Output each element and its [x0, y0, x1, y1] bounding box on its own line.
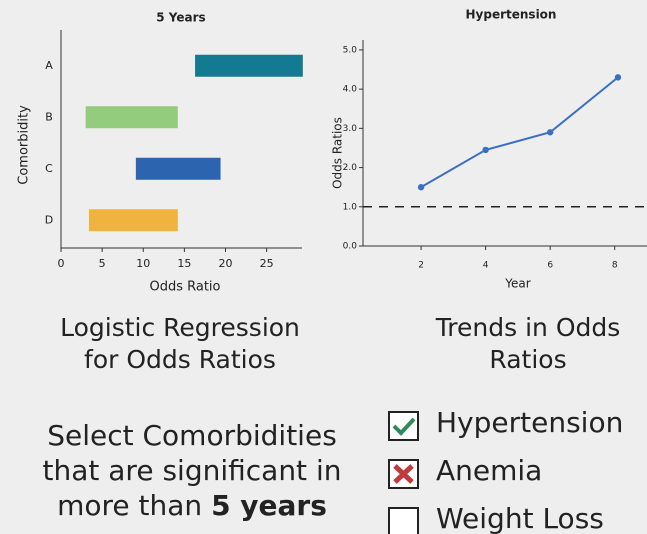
point [482, 146, 489, 154]
y-tick-label: 4.0 [343, 85, 358, 95]
chart-title: 5 Years [156, 11, 205, 25]
option-label[interactable]: Weight Loss [436, 502, 604, 534]
x-tick-label: 8 [612, 261, 618, 271]
prompt-line: that are significant in [43, 454, 342, 487]
caption: Trends in Odds [435, 313, 621, 342]
checkbox[interactable] [388, 507, 419, 534]
caption: Ratios [489, 345, 566, 374]
y-tick-label: 2.0 [343, 163, 358, 173]
x-tick-label: 4 [483, 261, 489, 271]
chart-title: Hypertension [466, 8, 557, 22]
checkbox[interactable] [388, 459, 419, 489]
y-axis-label: Comorbidity [17, 105, 32, 185]
y-tick-label: C [45, 162, 53, 175]
checkbox[interactable] [388, 411, 419, 441]
x-tick-label: 2 [418, 261, 424, 271]
y-tick-label: 5.0 [343, 45, 358, 55]
point [417, 183, 425, 191]
line [420, 76, 619, 189]
y-tick-label: A [45, 59, 53, 72]
x-axis-label: Odds Ratio [149, 280, 220, 295]
y-tick-label: D [45, 213, 53, 226]
x-tick-label: 25 [260, 257, 274, 270]
y-tick-label: 3.0 [343, 124, 358, 134]
bar [135, 157, 221, 180]
x-axis-label: Year [504, 277, 530, 291]
prompt-bold: 5 years [211, 489, 327, 522]
check-mark [392, 417, 416, 436]
y-tick-label: 0.0 [343, 242, 358, 252]
x-tick-label: 10 [136, 257, 150, 270]
prompt-line: more than 5 years [57, 489, 327, 522]
y-tick-label: B [45, 110, 53, 123]
prompt-line: Select Comorbidities [47, 419, 337, 452]
caption: for Odds Ratios [84, 345, 276, 374]
option-label[interactable]: Anemia [436, 454, 542, 487]
x-tick-label: 0 [58, 257, 65, 270]
x-tick-label: 6 [547, 261, 553, 271]
caption: Logistic Regression [60, 313, 300, 342]
bar [195, 54, 303, 77]
x-tick-label: 20 [219, 257, 233, 270]
prompt-text: more than [57, 489, 211, 522]
x-mark [393, 464, 414, 484]
y-axis-label: Odds Ratios [331, 117, 345, 189]
bar [85, 106, 178, 129]
prompt-text: Select Comorbidities [47, 419, 337, 452]
x-tick-label: 5 [99, 257, 106, 270]
point [546, 129, 554, 136]
x-tick-label: 15 [177, 257, 191, 270]
y-tick-label: 1.0 [343, 202, 358, 212]
bar [88, 209, 178, 232]
point [614, 74, 622, 81]
prompt-text: that are significant in [43, 454, 342, 487]
option-label[interactable]: Hypertension [436, 406, 623, 439]
